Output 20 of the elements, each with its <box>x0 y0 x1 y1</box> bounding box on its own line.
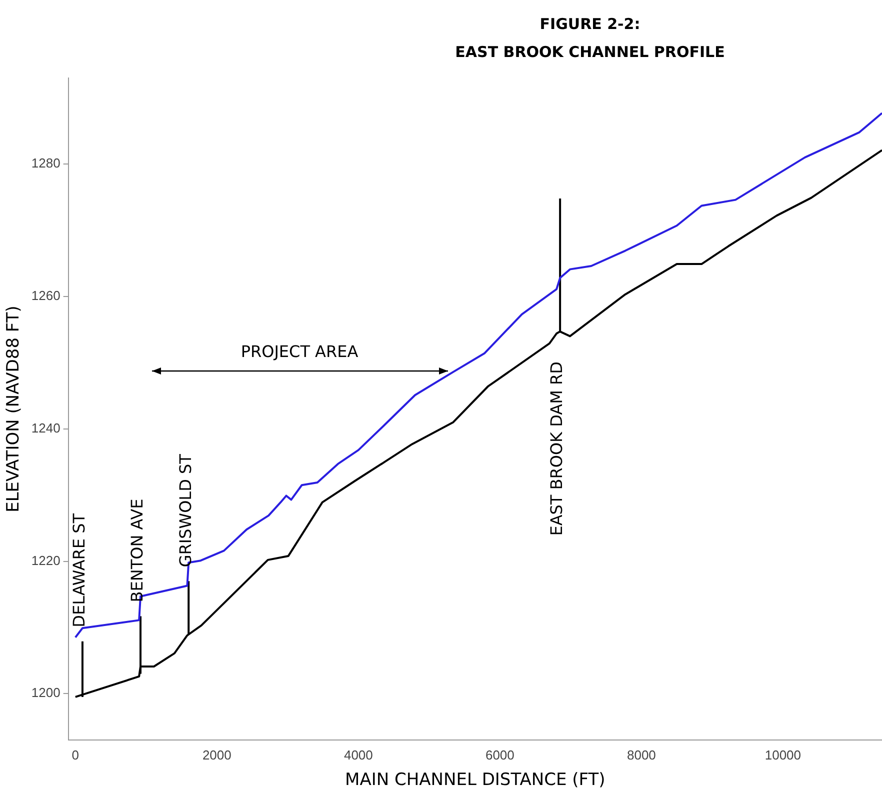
y-axis-title: ELEVATION (NAVD88 FT) <box>4 306 24 512</box>
chart-title: FIGURE 2-2: <box>538 14 642 35</box>
x-tick-label: 8000 <box>626 747 656 762</box>
x-tick-label: 6000 <box>485 747 514 762</box>
x-tick-label: 2000 <box>202 747 232 762</box>
y-tick-label: 1220 <box>31 552 60 568</box>
annotation: PROJECT AREA <box>240 342 360 361</box>
chart-subtitle: EAST BROOK CHANNEL PROFILE <box>454 42 726 63</box>
annotation: EAST BROOK DAM RD <box>547 362 566 536</box>
y-tick-label: 1240 <box>31 420 60 436</box>
x-tick-label: 0 <box>72 747 80 762</box>
y-tick-label: 1260 <box>31 288 60 304</box>
x-tick-label: 4000 <box>344 747 373 762</box>
y-tick-label: 1200 <box>31 685 60 700</box>
y-tick-label: 1280 <box>31 156 60 171</box>
x-tick-label: 10000 <box>764 747 802 762</box>
x-axis-title: MAIN CHANNEL DISTANCE (FT) <box>345 770 606 790</box>
annotation: DELAWARE ST <box>70 513 89 628</box>
annotation: BENTON AVE <box>128 498 147 602</box>
annotation: GRISWOLD ST <box>176 454 195 568</box>
